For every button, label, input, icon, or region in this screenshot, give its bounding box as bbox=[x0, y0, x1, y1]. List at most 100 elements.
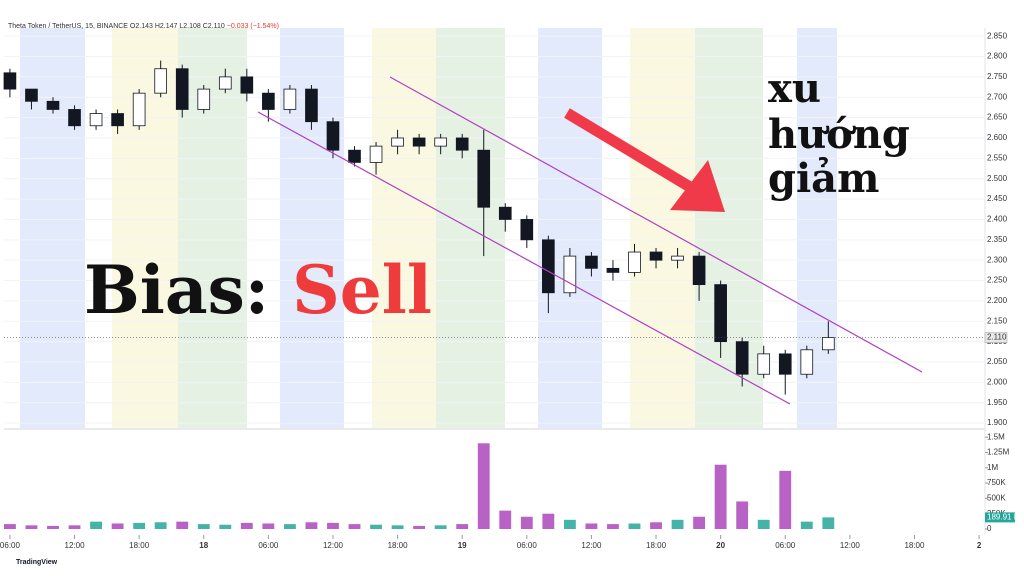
volume-bar bbox=[736, 501, 749, 529]
plot: 1.9001.9502.0002.0502.1002.1502.2002.250… bbox=[0, 31, 1020, 550]
volume-bar bbox=[4, 524, 16, 529]
x-tick-label: 18 bbox=[199, 541, 208, 550]
volume-bar bbox=[499, 510, 512, 529]
volume-bar bbox=[800, 521, 813, 529]
volume-bar bbox=[607, 524, 619, 529]
volume-bar bbox=[650, 522, 662, 529]
volume-bar bbox=[370, 524, 382, 529]
candle-body bbox=[563, 255, 577, 294]
volume-bar bbox=[757, 519, 770, 529]
candle-body bbox=[585, 255, 598, 269]
y-tick-label: 2.200 bbox=[987, 296, 1008, 305]
y-tick-label: 1.900 bbox=[987, 418, 1008, 427]
x-tick-label: 19 bbox=[458, 541, 467, 550]
candle-body bbox=[542, 239, 555, 294]
session-bands bbox=[20, 28, 837, 428]
candle-body bbox=[305, 88, 318, 123]
candle-body bbox=[3, 72, 17, 90]
volume-bar bbox=[456, 524, 469, 529]
y-tick-label: 2.050 bbox=[987, 357, 1008, 366]
candle-body bbox=[391, 137, 404, 147]
candle-body bbox=[326, 121, 340, 151]
y-tick-label: 2.300 bbox=[987, 255, 1008, 264]
candle-body bbox=[68, 109, 81, 127]
volume-tick-label: 1.25M bbox=[987, 448, 1010, 457]
candle-body bbox=[154, 68, 168, 94]
candle-body bbox=[283, 88, 297, 110]
last-price-label: 2.110 bbox=[987, 333, 1007, 342]
candle-body bbox=[412, 137, 426, 147]
trend-arrow bbox=[564, 108, 725, 212]
volume-bar bbox=[176, 521, 189, 529]
candle-body bbox=[46, 100, 60, 110]
ohlc-open: O2.143 bbox=[130, 23, 153, 30]
candle-body bbox=[692, 255, 706, 286]
volume-bar bbox=[240, 522, 253, 529]
volume-bar bbox=[822, 517, 835, 529]
candle-body bbox=[821, 337, 835, 351]
candle-body bbox=[369, 145, 383, 163]
y-tick-label: 2.700 bbox=[987, 92, 1008, 101]
candle-body bbox=[671, 255, 684, 261]
trend-text: hướng bbox=[768, 111, 910, 158]
y-tick-label: 2.600 bbox=[987, 133, 1008, 142]
volume-tick-label: 500K bbox=[987, 493, 1006, 502]
x-tick-label: 18:00 bbox=[904, 541, 925, 550]
candle-body bbox=[132, 92, 146, 127]
y-tick-label: 2.450 bbox=[987, 194, 1008, 203]
y-tick-label: 1.950 bbox=[987, 398, 1008, 407]
ohlc-high: H2.147 bbox=[155, 23, 178, 30]
volume-bar bbox=[47, 525, 59, 529]
symbol-legend: Theta Token / TetherUS, 15, BINANCE O2.1… bbox=[8, 23, 279, 30]
candle-body bbox=[262, 92, 275, 110]
x-tick-label: 06:00 bbox=[258, 541, 279, 550]
x-tick-label: 20 bbox=[716, 541, 725, 550]
volume-bar bbox=[413, 525, 426, 529]
volume-bar bbox=[219, 524, 232, 529]
trend-text: xu bbox=[768, 65, 821, 112]
y-tick-label: 2.800 bbox=[987, 52, 1008, 61]
y-tick-label: 2.650 bbox=[987, 113, 1008, 122]
y-tick-label: 2.150 bbox=[987, 316, 1008, 325]
last-volume-tag bbox=[985, 512, 1015, 523]
candle-body bbox=[649, 251, 663, 261]
ohlc-close: C2.110 bbox=[203, 23, 225, 30]
x-tick-label: 2 bbox=[977, 541, 982, 550]
x-tick-label: 06:00 bbox=[517, 541, 538, 550]
candle-body bbox=[800, 349, 814, 375]
x-tick-label: 18:00 bbox=[129, 541, 150, 550]
candle-body bbox=[25, 88, 38, 102]
candle-body bbox=[714, 284, 727, 343]
x-tick-label: 12:00 bbox=[65, 541, 86, 550]
volume-bar bbox=[283, 524, 296, 529]
candle-body bbox=[628, 251, 641, 273]
ohlc-low: L2.108 bbox=[179, 23, 201, 30]
brand: TradingView bbox=[16, 559, 58, 566]
volume-tick-label: 750K bbox=[987, 478, 1006, 487]
volume-bar bbox=[671, 519, 684, 529]
candle-body bbox=[606, 267, 620, 273]
x-tick-label: 12:00 bbox=[323, 541, 344, 550]
y-tick-label: 2.400 bbox=[987, 215, 1008, 224]
candle-body bbox=[434, 137, 447, 147]
y-tick-label: 2.000 bbox=[987, 377, 1008, 386]
y-tick-label: 2.850 bbox=[987, 31, 1008, 40]
ohlc-change: −0.033 (−1.54%) bbox=[227, 23, 279, 30]
bias-text: Bias: Sell bbox=[84, 251, 432, 329]
candle-body bbox=[111, 113, 124, 127]
candle-body bbox=[455, 137, 469, 151]
y-tick-label: 2.250 bbox=[987, 276, 1008, 285]
volume-tick-label: 0 bbox=[987, 524, 992, 533]
volume-bar bbox=[68, 525, 81, 529]
volume-bar bbox=[693, 516, 706, 529]
symbol: Theta Token / TetherUS, 15, BINANCE bbox=[8, 23, 128, 30]
volume-bar bbox=[262, 523, 275, 529]
candle-body bbox=[735, 341, 749, 375]
last-price-tag bbox=[984, 332, 1008, 343]
volume-bar bbox=[563, 519, 576, 529]
volume-bar bbox=[90, 521, 102, 529]
candle-body bbox=[218, 76, 232, 90]
candle-body bbox=[520, 219, 534, 241]
volume-bar bbox=[133, 522, 146, 529]
